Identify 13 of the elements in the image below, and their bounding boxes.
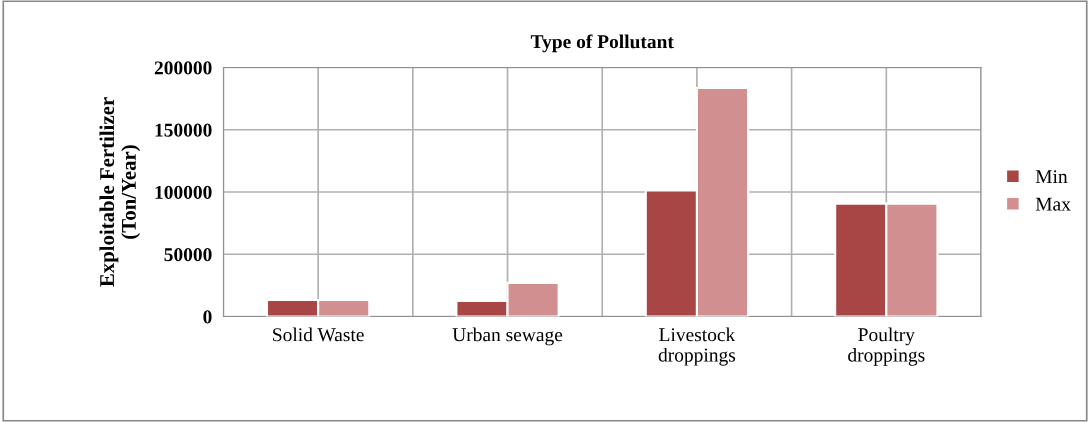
legend-label: Min bbox=[1035, 170, 1068, 184]
y-tick-label: 0 bbox=[203, 310, 212, 324]
legend-label: Max bbox=[1035, 197, 1071, 211]
x-tick-label: Solid Waste bbox=[273, 327, 364, 342]
y-axis-title: Exploitable Fertilizer (Ton/Year) bbox=[99, 97, 141, 287]
y-tick-label: 200000 bbox=[154, 61, 212, 75]
chart-title: Type of Pollutant bbox=[530, 34, 674, 53]
x-tick-label: Poultry droppings bbox=[848, 327, 925, 366]
x-tick-label: Urban sewage bbox=[452, 327, 563, 346]
x-tick-label: Livestock droppings bbox=[658, 327, 736, 366]
y-tick-label: 100000 bbox=[155, 185, 212, 199]
y-tick-label: 50000 bbox=[164, 248, 212, 262]
y-tick-label: 150000 bbox=[155, 123, 212, 137]
